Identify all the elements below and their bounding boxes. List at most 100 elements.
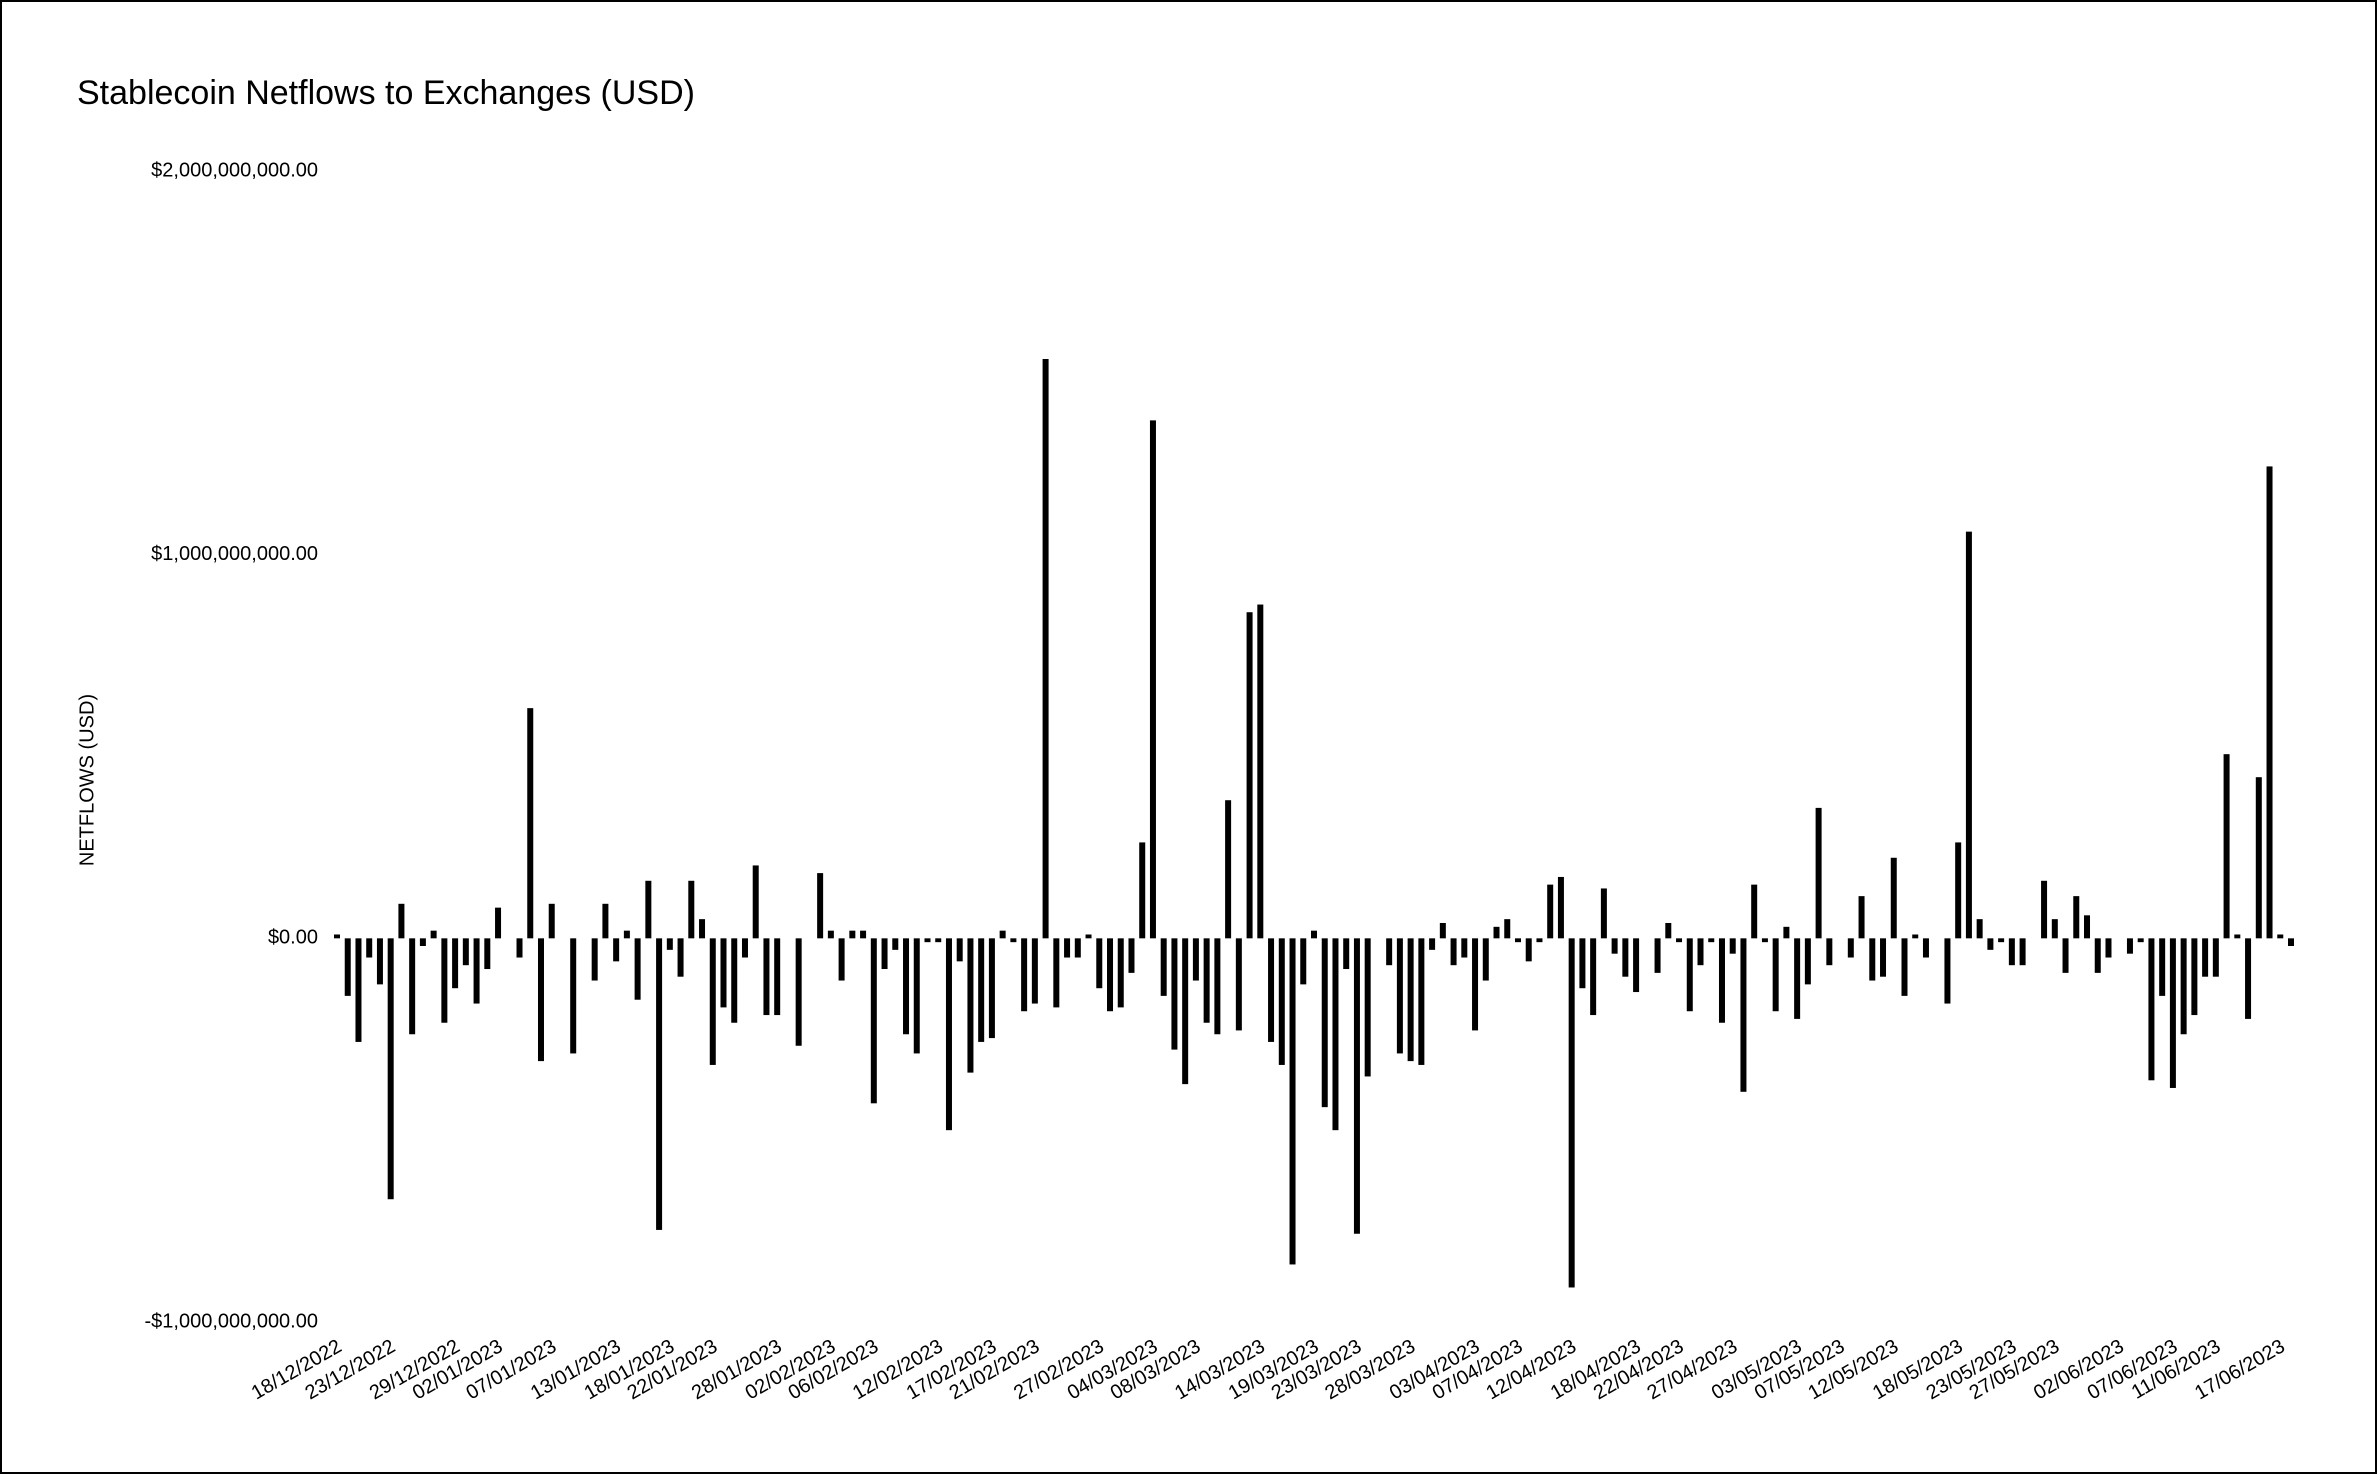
bar [1590, 938, 1597, 1016]
bar [1783, 926, 1790, 939]
bar [1557, 876, 1564, 939]
bar [1472, 938, 1479, 1031]
bar [656, 938, 663, 1230]
bar [731, 938, 738, 1023]
bar [2105, 938, 2112, 958]
bar [956, 938, 963, 962]
bar [398, 903, 405, 939]
bar [1676, 938, 1683, 943]
bar [1955, 842, 1962, 939]
bar [1171, 938, 1178, 1050]
bar [495, 907, 502, 939]
bar [2245, 938, 2252, 1019]
bar [870, 938, 877, 1104]
bar [924, 938, 931, 943]
bar [645, 880, 652, 939]
bar [1343, 938, 1350, 970]
bar [2159, 938, 2166, 996]
bar [1826, 938, 1833, 966]
bar [1031, 938, 1038, 1004]
bar [1107, 938, 1114, 1012]
bar [838, 938, 845, 981]
bar [2073, 896, 2080, 939]
bar [1772, 938, 1779, 1012]
bar [1450, 938, 1457, 966]
bar [1289, 938, 1296, 1265]
bar [1665, 922, 1672, 939]
bar [1257, 604, 1264, 939]
bar [2255, 777, 2262, 939]
bar [1965, 531, 1972, 939]
bar [1386, 938, 1393, 966]
bar [2094, 938, 2101, 973]
chart-title: Stablecoin Netflows to Exchanges (USD) [77, 74, 695, 112]
bar [1912, 934, 1919, 939]
bar [1128, 938, 1135, 973]
bar [1815, 807, 1822, 939]
bar [935, 938, 942, 943]
bar [1579, 938, 1586, 989]
bar [2148, 938, 2155, 1081]
bar [1740, 938, 1747, 1092]
bar [430, 930, 437, 939]
bar [1439, 922, 1446, 939]
bar [2019, 938, 2026, 966]
bar [1600, 888, 1607, 939]
bar [892, 938, 899, 950]
bar [355, 938, 362, 1042]
bar [720, 938, 727, 1008]
bar [699, 919, 706, 939]
bar [1364, 938, 1371, 1077]
bar [441, 938, 448, 1023]
bar [1407, 938, 1414, 1062]
bar [1547, 884, 1554, 939]
bar [366, 938, 373, 958]
bar [913, 938, 920, 1054]
bar [473, 938, 480, 1004]
bar [1568, 938, 1575, 1288]
bar [1525, 938, 1532, 962]
bar [1149, 420, 1156, 939]
bar [409, 938, 416, 1035]
bar [1235, 938, 1242, 1031]
bar [1278, 938, 1285, 1065]
y-axis-label: NETFLOWS (USD) [76, 694, 98, 866]
y-tick-label: $1,000,000,000.00 [151, 543, 318, 565]
bar [1268, 938, 1275, 1042]
bar [741, 938, 748, 958]
bar [419, 938, 426, 947]
bar [945, 938, 952, 1131]
bar [344, 938, 351, 996]
bar [1225, 800, 1232, 939]
bar [1418, 938, 1425, 1065]
bar [967, 938, 974, 1073]
bar [634, 938, 641, 1000]
bar [2234, 934, 2241, 939]
bar [2137, 938, 2144, 943]
bar [2277, 934, 2284, 939]
bar [999, 930, 1006, 939]
bar [1633, 938, 1640, 993]
bar [1096, 938, 1103, 989]
bar [2062, 938, 2069, 973]
bar [1729, 938, 1736, 954]
bar [1021, 938, 1028, 1012]
bar [1429, 938, 1436, 950]
bar [1192, 938, 1199, 981]
bar [591, 938, 598, 981]
bar [2084, 915, 2091, 939]
bar [548, 903, 555, 939]
bar [1461, 938, 1468, 958]
bar [774, 938, 781, 1016]
bar [2191, 938, 2198, 1016]
bar [1053, 938, 1060, 1008]
y-tick-label: -$1,000,000,000.00 [145, 1310, 319, 1332]
bar [1922, 938, 1929, 958]
bar [1869, 938, 1876, 981]
bar [2169, 938, 2176, 1088]
bar [795, 938, 802, 1046]
bar [763, 938, 770, 1016]
bar [860, 930, 867, 939]
bar [709, 938, 716, 1065]
